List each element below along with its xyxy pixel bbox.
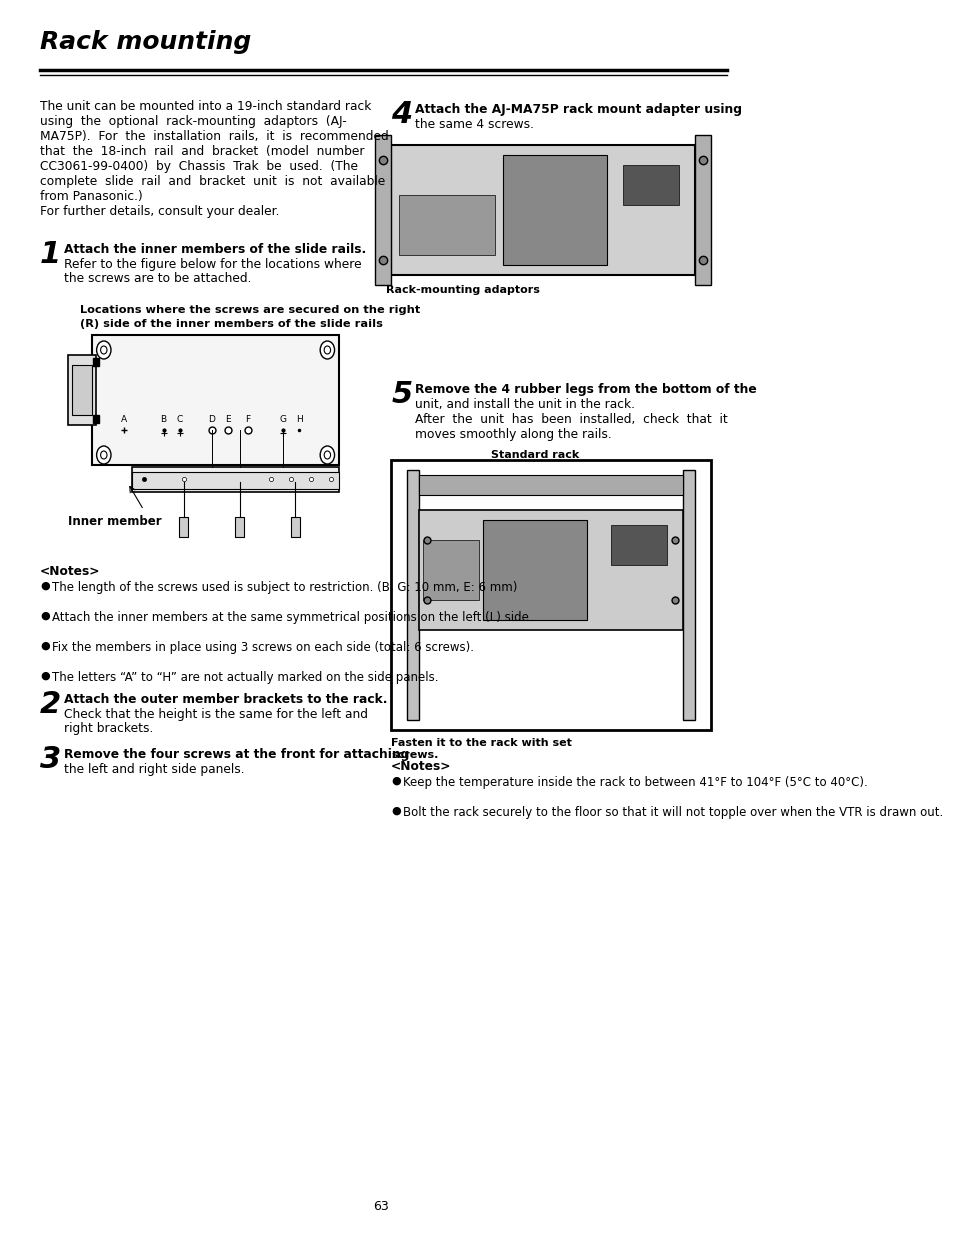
Bar <box>132 467 339 492</box>
Text: Remove the 4 rubber legs from the bottom of the: Remove the 4 rubber legs from the bottom… <box>415 383 756 396</box>
Bar <box>68 354 95 425</box>
Bar <box>92 415 99 424</box>
Text: CC3061-99-0400)  by  Chassis  Trak  be  used.  (The: CC3061-99-0400) by Chassis Trak be used.… <box>40 161 357 173</box>
Text: Fix the members in place using 3 screws on each side (total: 6 screws).: Fix the members in place using 3 screws … <box>51 641 474 655</box>
Text: ●: ● <box>40 580 50 592</box>
Text: that  the  18-inch  rail  and  bracket  (model  number: that the 18-inch rail and bracket (model… <box>40 144 364 158</box>
Bar <box>418 475 682 495</box>
Circle shape <box>96 446 111 464</box>
Text: Attach the inner members of the slide rails.: Attach the inner members of the slide ra… <box>64 243 366 256</box>
Text: from Panasonic.): from Panasonic.) <box>40 190 143 203</box>
Text: 5: 5 <box>391 380 412 409</box>
Text: 3: 3 <box>40 745 61 774</box>
Text: After  the  unit  has  been  installed,  check  that  it: After the unit has been installed, check… <box>415 412 727 426</box>
Bar <box>694 135 710 285</box>
Text: Fasten it to the rack with set
screws.: Fasten it to the rack with set screws. <box>391 739 572 760</box>
Bar <box>622 165 678 205</box>
Bar <box>391 459 710 730</box>
Text: 1: 1 <box>40 240 61 269</box>
Text: Remove the four screws at the front for attaching: Remove the four screws at the front for … <box>64 748 409 761</box>
Text: <Notes>: <Notes> <box>391 760 452 773</box>
Bar <box>482 520 586 620</box>
Text: Rack-mounting adaptors: Rack-mounting adaptors <box>386 285 539 295</box>
Bar <box>407 471 418 720</box>
Text: Standard rack: Standard rack <box>491 450 578 459</box>
Text: ●: ● <box>40 671 50 680</box>
Bar <box>423 540 478 600</box>
Bar <box>398 195 495 254</box>
Text: ●: ● <box>40 611 50 621</box>
Text: ●: ● <box>391 806 400 816</box>
Text: Attach the inner members at the same symmetrical positions on the left (L) side.: Attach the inner members at the same sym… <box>51 611 532 624</box>
Text: D: D <box>208 415 214 424</box>
Text: Inner member: Inner member <box>68 515 161 529</box>
Text: Keep the temperature inside the rack to between 41°F to 104°F (5°C to 40°C).: Keep the temperature inside the rack to … <box>403 776 867 789</box>
Text: complete  slide  rail  and  bracket  unit  is  not  available: complete slide rail and bracket unit is … <box>40 175 385 188</box>
Text: C: C <box>176 415 183 424</box>
Text: 63: 63 <box>373 1200 388 1213</box>
Circle shape <box>320 341 335 359</box>
Bar <box>91 335 339 466</box>
Text: the left and right side panels.: the left and right side panels. <box>64 763 244 776</box>
Bar <box>682 471 694 720</box>
Text: <Notes>: <Notes> <box>40 564 100 578</box>
Circle shape <box>324 451 330 459</box>
Text: Attach the AJ-MA75P rack mount adapter using: Attach the AJ-MA75P rack mount adapter u… <box>415 103 741 116</box>
Text: Rack mounting: Rack mounting <box>40 30 251 54</box>
Circle shape <box>324 346 330 354</box>
Text: ●: ● <box>391 776 400 785</box>
Bar <box>92 358 99 366</box>
Bar <box>610 525 666 564</box>
Text: the screws are to be attached.: the screws are to be attached. <box>64 272 251 285</box>
Text: A: A <box>121 415 127 424</box>
Bar <box>375 135 391 285</box>
Text: G: G <box>279 415 287 424</box>
Bar <box>132 472 339 489</box>
Text: For further details, consult your dealer.: For further details, consult your dealer… <box>40 205 279 219</box>
Text: F: F <box>245 415 250 424</box>
Text: B: B <box>160 415 167 424</box>
Bar <box>234 517 244 537</box>
Circle shape <box>100 451 107 459</box>
Text: The unit can be mounted into a 19-inch standard rack: The unit can be mounted into a 19-inch s… <box>40 100 371 112</box>
Text: The length of the screws used is subject to restriction. (B, G: 10 mm, E: 6 mm): The length of the screws used is subject… <box>51 580 517 594</box>
Text: Attach the outer member brackets to the rack.: Attach the outer member brackets to the … <box>64 693 387 706</box>
Text: (R) side of the inner members of the slide rails: (R) side of the inner members of the sli… <box>80 319 382 329</box>
Text: Locations where the screws are secured on the right: Locations where the screws are secured o… <box>80 305 419 315</box>
Text: 4: 4 <box>391 100 412 128</box>
Text: H: H <box>295 415 302 424</box>
Bar <box>71 366 91 415</box>
Text: right brackets.: right brackets. <box>64 722 153 735</box>
Bar <box>502 156 606 266</box>
Text: the same 4 screws.: the same 4 screws. <box>415 119 534 131</box>
Bar <box>418 510 682 630</box>
Circle shape <box>96 341 111 359</box>
Text: MA75P).  For  the  installation  rails,  it  is  recommended: MA75P). For the installation rails, it i… <box>40 130 388 143</box>
Text: Refer to the figure below for the locations where: Refer to the figure below for the locati… <box>64 258 361 270</box>
Text: The letters “A” to “H” are not actually marked on the side panels.: The letters “A” to “H” are not actually … <box>51 671 438 684</box>
Text: moves smoothly along the rails.: moves smoothly along the rails. <box>415 429 611 441</box>
Circle shape <box>100 346 107 354</box>
Text: unit, and install the unit in the rack.: unit, and install the unit in the rack. <box>415 398 635 411</box>
Circle shape <box>320 446 335 464</box>
Bar <box>391 144 694 275</box>
Bar <box>291 517 300 537</box>
Bar <box>178 517 189 537</box>
Text: using  the  optional  rack-mounting  adaptors  (AJ-: using the optional rack-mounting adaptor… <box>40 115 346 128</box>
Text: Bolt the rack securely to the floor so that it will not topple over when the VTR: Bolt the rack securely to the floor so t… <box>403 806 943 819</box>
Text: 2: 2 <box>40 690 61 719</box>
Text: ●: ● <box>40 641 50 651</box>
Text: Check that the height is the same for the left and: Check that the height is the same for th… <box>64 708 368 721</box>
Text: E: E <box>225 415 230 424</box>
